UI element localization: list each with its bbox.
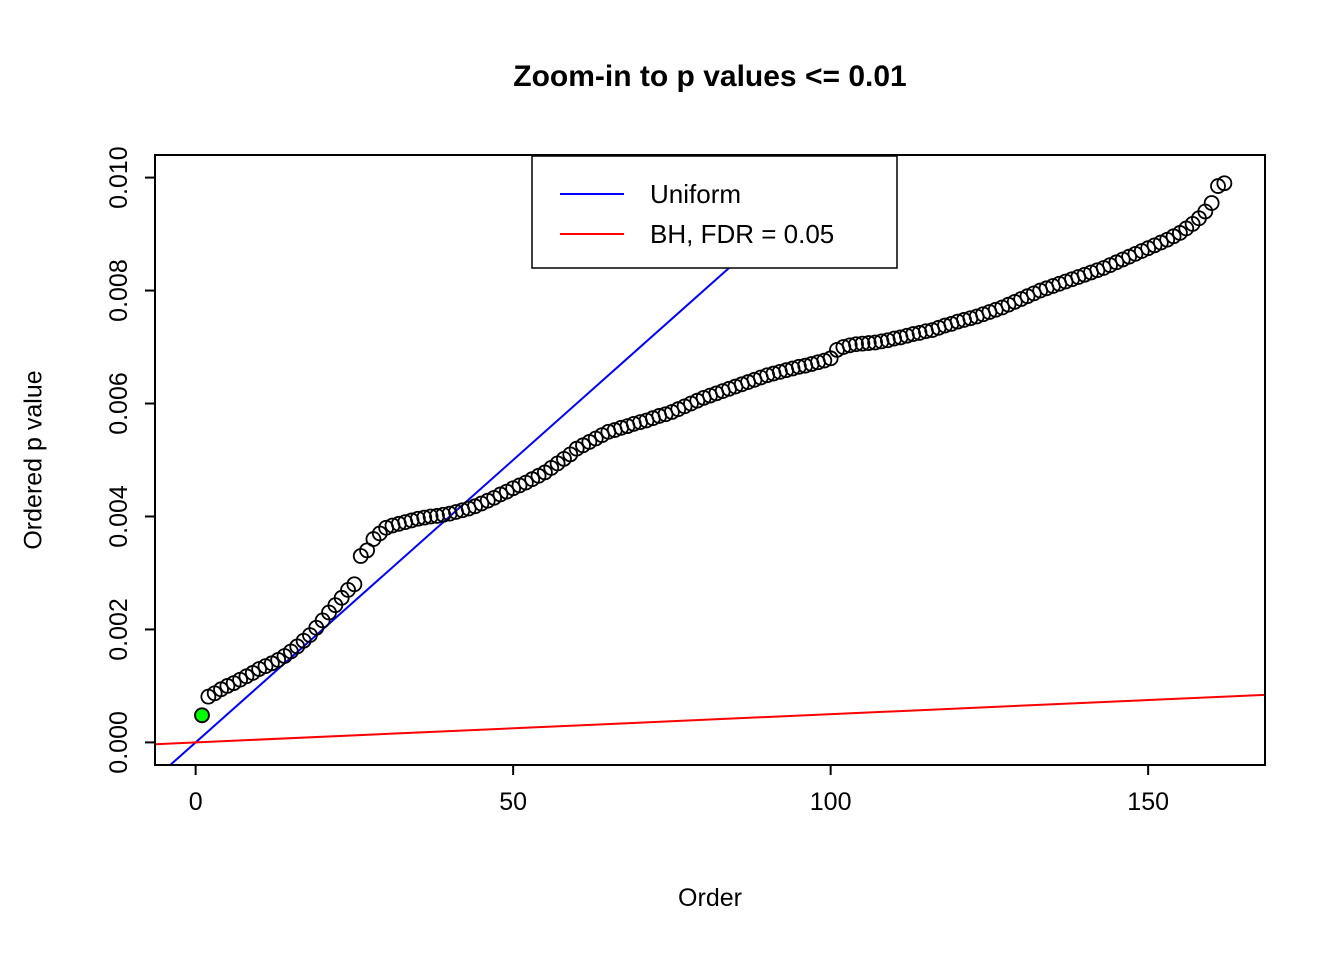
y-axis-label: Ordered p value: [19, 370, 48, 550]
x-tick-label: 150: [1127, 788, 1169, 816]
data-point: [816, 352, 833, 369]
data-point: [422, 508, 439, 525]
data-point: [1216, 175, 1233, 192]
y-tick-label: 0.002: [105, 598, 133, 661]
x-tick-label: 50: [499, 788, 527, 816]
uniform-line: [168, 155, 858, 765]
legend-box: [531, 155, 898, 269]
highlighted-point: [194, 708, 209, 723]
data-point: [854, 335, 871, 352]
data-point: [1203, 195, 1220, 211]
data-point: [848, 336, 864, 353]
data-point: [860, 335, 877, 351]
data-point: [346, 576, 363, 593]
y-tick-label: 0.008: [105, 259, 133, 322]
chart-title: Zoom-in to p values <= 0.01: [513, 60, 907, 93]
y-tick-label: 0.006: [105, 372, 133, 435]
y-tick-label: 0.000: [105, 711, 133, 774]
legend-label-bh: BH, FDR = 0.05: [650, 219, 834, 249]
data-point: [416, 509, 433, 526]
x-tick-label: 100: [810, 788, 852, 816]
bh-line: [155, 693, 1265, 746]
y-tick-label: 0.004: [105, 485, 133, 548]
x-tick-label: 0: [189, 788, 203, 816]
legend-label-uniform: Uniform: [650, 179, 741, 209]
data-point: [841, 337, 858, 354]
y-tick-label: 0.010: [105, 146, 133, 209]
plot-box: [154, 154, 1266, 766]
x-axis-label: Order: [678, 884, 742, 912]
